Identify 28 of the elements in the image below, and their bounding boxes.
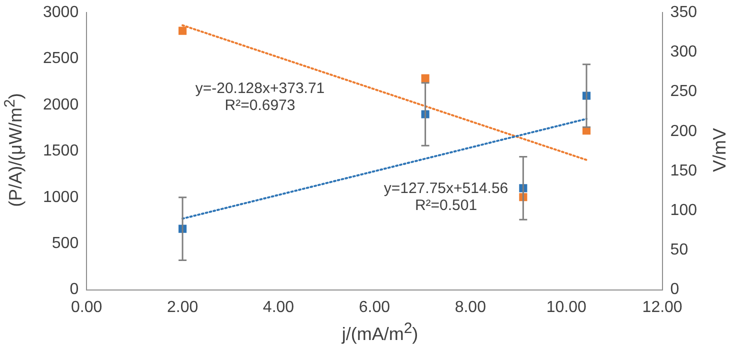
- y2-tick-label: 200: [670, 122, 698, 140]
- y-tick-label: 0: [70, 281, 79, 298]
- point: [421, 74, 430, 82]
- y2-tick-label: 350: [670, 4, 698, 22]
- y2-axis-title: V/mV: [710, 128, 730, 172]
- x-tick-label: 10.00: [546, 298, 586, 316]
- y-tick-label: 2500: [43, 50, 79, 68]
- y-tick-label: 1000: [43, 188, 79, 206]
- y-tick-label: 500: [52, 235, 79, 252]
- x-tick-label: 4.00: [262, 298, 294, 316]
- annotation: y=-20.128x+373.71 R²=0.6973: [195, 80, 325, 114]
- x-tick-label: 2.00: [166, 298, 198, 316]
- point: [178, 26, 187, 35]
- y2-tick-label: 250: [670, 83, 698, 100]
- y-tick-label: 2000: [43, 96, 79, 114]
- x-tick-label: 12.00: [642, 298, 682, 316]
- y2-tick-label: 0: [670, 281, 680, 298]
- y-tick-label: 3000: [43, 4, 79, 22]
- x-tick-label: 8.00: [454, 298, 486, 316]
- y2-tick-label: 100: [670, 202, 698, 220]
- y-tick-label: 1500: [43, 142, 79, 160]
- x-tick-label: 6.00: [358, 298, 390, 316]
- y2-tick-label: 300: [670, 44, 698, 61]
- y2-tick-label: 150: [670, 162, 698, 180]
- annotation: y=127.75x+514.56 R²=0.501: [384, 180, 508, 214]
- x-axis-title: j/(mA/m$^{2}$): [342, 320, 418, 345]
- y2-tick-label: 50: [670, 242, 688, 259]
- x-tick-label: 0.00: [71, 298, 102, 316]
